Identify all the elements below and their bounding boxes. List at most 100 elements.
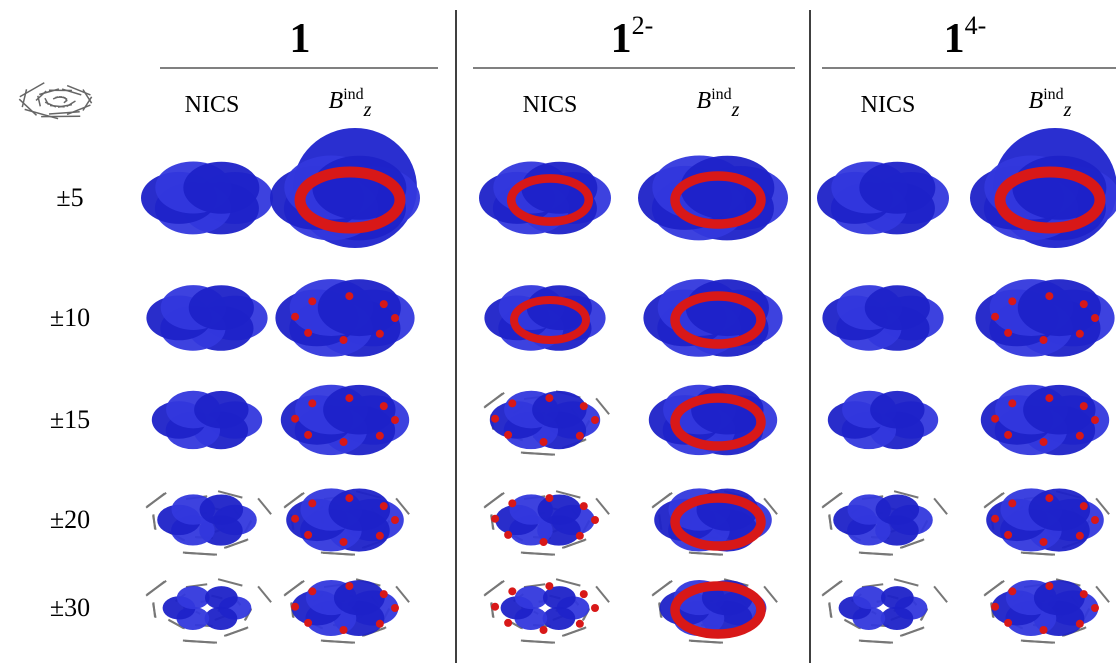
bond bbox=[596, 398, 609, 414]
blob bbox=[876, 494, 920, 524]
lobe bbox=[391, 516, 399, 524]
row-label: ±30 bbox=[50, 593, 90, 622]
bond bbox=[521, 453, 553, 455]
column-header: Bindz bbox=[329, 86, 372, 121]
lobe bbox=[345, 582, 353, 590]
bond bbox=[689, 553, 721, 555]
lobe bbox=[291, 313, 299, 321]
lobe bbox=[1008, 297, 1016, 305]
lobe bbox=[991, 603, 999, 611]
lobe bbox=[504, 619, 512, 627]
lobe bbox=[991, 515, 999, 523]
lobe bbox=[308, 499, 316, 507]
bond bbox=[321, 553, 353, 555]
bond bbox=[147, 493, 166, 507]
lobe bbox=[1045, 582, 1053, 590]
bond bbox=[859, 553, 891, 555]
bond bbox=[83, 97, 92, 111]
bond bbox=[224, 628, 247, 636]
lobe bbox=[1091, 416, 1099, 424]
group-charge: 2- bbox=[632, 11, 654, 40]
blob bbox=[538, 494, 582, 524]
lobe bbox=[340, 538, 348, 546]
lobe bbox=[376, 620, 384, 628]
lobe bbox=[345, 494, 353, 502]
lobe bbox=[304, 531, 312, 539]
bond bbox=[396, 586, 409, 602]
group-header: 1 bbox=[290, 16, 311, 62]
lobe bbox=[345, 292, 353, 300]
isosurface bbox=[284, 579, 409, 643]
lobe bbox=[308, 297, 316, 305]
lobe bbox=[304, 431, 312, 439]
isosurface bbox=[146, 285, 267, 351]
isosurface bbox=[643, 279, 782, 357]
blob bbox=[881, 607, 914, 630]
bond bbox=[1096, 586, 1109, 602]
group-label: 1 bbox=[944, 16, 965, 62]
lobe bbox=[304, 329, 312, 337]
blob bbox=[853, 586, 886, 609]
lobe bbox=[376, 330, 384, 338]
row-label: ±10 bbox=[50, 303, 90, 332]
blob bbox=[318, 279, 401, 336]
lobe bbox=[1076, 532, 1084, 540]
symbol: B bbox=[697, 88, 712, 114]
lobe bbox=[508, 399, 516, 407]
bond bbox=[1021, 641, 1053, 643]
bond bbox=[859, 641, 891, 643]
bond bbox=[764, 586, 777, 602]
lobe bbox=[540, 626, 548, 634]
lobe bbox=[545, 582, 553, 590]
lobe bbox=[1040, 538, 1048, 546]
column-header: Bindz bbox=[697, 86, 740, 121]
bond bbox=[596, 498, 609, 514]
bond bbox=[596, 586, 609, 602]
group-charge: 4- bbox=[965, 11, 987, 40]
blob bbox=[200, 494, 244, 524]
bond bbox=[985, 581, 1004, 595]
bond bbox=[485, 493, 504, 507]
bond bbox=[894, 579, 918, 585]
isosurface bbox=[479, 162, 611, 235]
lobe bbox=[391, 604, 399, 612]
lobe bbox=[308, 399, 316, 407]
lobe bbox=[1076, 620, 1084, 628]
bond bbox=[285, 581, 304, 595]
bond bbox=[147, 581, 166, 595]
lobe bbox=[491, 515, 499, 523]
lobe bbox=[1008, 399, 1016, 407]
bond bbox=[934, 586, 947, 602]
lobe bbox=[504, 531, 512, 539]
isosurface bbox=[146, 491, 271, 555]
blob bbox=[881, 586, 914, 609]
isosurface bbox=[284, 488, 409, 554]
lobe bbox=[1080, 300, 1088, 308]
lobe bbox=[304, 619, 312, 627]
lobe bbox=[1076, 330, 1084, 338]
lobe bbox=[1040, 438, 1048, 446]
lobe bbox=[508, 587, 516, 595]
lobe bbox=[1004, 329, 1012, 337]
blob bbox=[515, 586, 548, 609]
superscript: ind bbox=[1043, 86, 1063, 103]
group-label: 1 bbox=[290, 16, 311, 62]
lobe bbox=[376, 532, 384, 540]
superscript: ind bbox=[343, 86, 363, 103]
isosurface bbox=[822, 579, 947, 643]
isosurface bbox=[970, 128, 1116, 248]
group-header: 12- bbox=[611, 11, 654, 62]
bond bbox=[153, 514, 155, 529]
blob bbox=[865, 285, 930, 330]
column-header: NICS bbox=[861, 92, 916, 118]
subscript: z bbox=[1063, 99, 1072, 121]
isosurface bbox=[975, 279, 1114, 357]
lobe bbox=[580, 590, 588, 598]
column-header: Bindz bbox=[1029, 86, 1072, 121]
row-label: ±5 bbox=[56, 183, 83, 212]
lobe bbox=[545, 394, 553, 402]
isosurface bbox=[652, 488, 777, 554]
blob bbox=[532, 391, 586, 429]
lobe bbox=[1045, 394, 1053, 402]
bond bbox=[556, 579, 580, 585]
